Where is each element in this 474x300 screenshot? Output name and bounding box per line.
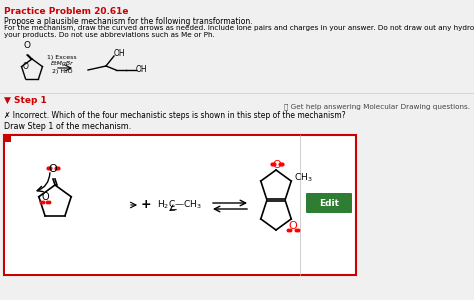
Text: ⓘ Get help answering Molecular Drawing questions.: ⓘ Get help answering Molecular Drawing q… [284, 103, 470, 110]
Text: 1) Excess: 1) Excess [47, 55, 77, 59]
Text: O: O [23, 62, 28, 71]
Text: ▼ Step 1: ▼ Step 1 [4, 96, 47, 105]
Text: OH: OH [114, 49, 126, 58]
Text: O: O [289, 221, 297, 231]
Text: EtMgBr: EtMgBr [51, 61, 73, 65]
FancyBboxPatch shape [4, 135, 11, 142]
Text: your products. Do not use abbreviations such as Me or Ph.: your products. Do not use abbreviations … [4, 32, 215, 38]
Text: Practice Problem 20.61e: Practice Problem 20.61e [4, 7, 128, 16]
Text: 2) H₂O: 2) H₂O [52, 70, 73, 74]
Text: Edit: Edit [319, 199, 339, 208]
FancyBboxPatch shape [306, 193, 352, 213]
Text: +: + [141, 199, 152, 212]
Text: OH: OH [136, 64, 147, 74]
Text: For the mechanism, draw the curved arrows as needed. Include lone pairs and char: For the mechanism, draw the curved arrow… [4, 25, 474, 31]
Text: CH$_3$: CH$_3$ [294, 172, 313, 184]
Text: Propose a plausible mechanism for the following transformation.: Propose a plausible mechanism for the fo… [4, 17, 253, 26]
Text: O: O [49, 164, 57, 174]
Text: O: O [24, 41, 30, 50]
Text: ✗ Incorrect. Which of the four mechanistic steps is shown in this step of the me: ✗ Incorrect. Which of the four mechanist… [4, 111, 346, 120]
Text: H$_2$C—CH$_3$: H$_2$C—CH$_3$ [157, 199, 202, 211]
Text: O: O [42, 192, 49, 202]
FancyBboxPatch shape [5, 136, 299, 274]
Text: Draw Step 1 of the mechanism.: Draw Step 1 of the mechanism. [4, 122, 131, 131]
FancyBboxPatch shape [4, 135, 356, 275]
Text: O: O [273, 160, 282, 170]
